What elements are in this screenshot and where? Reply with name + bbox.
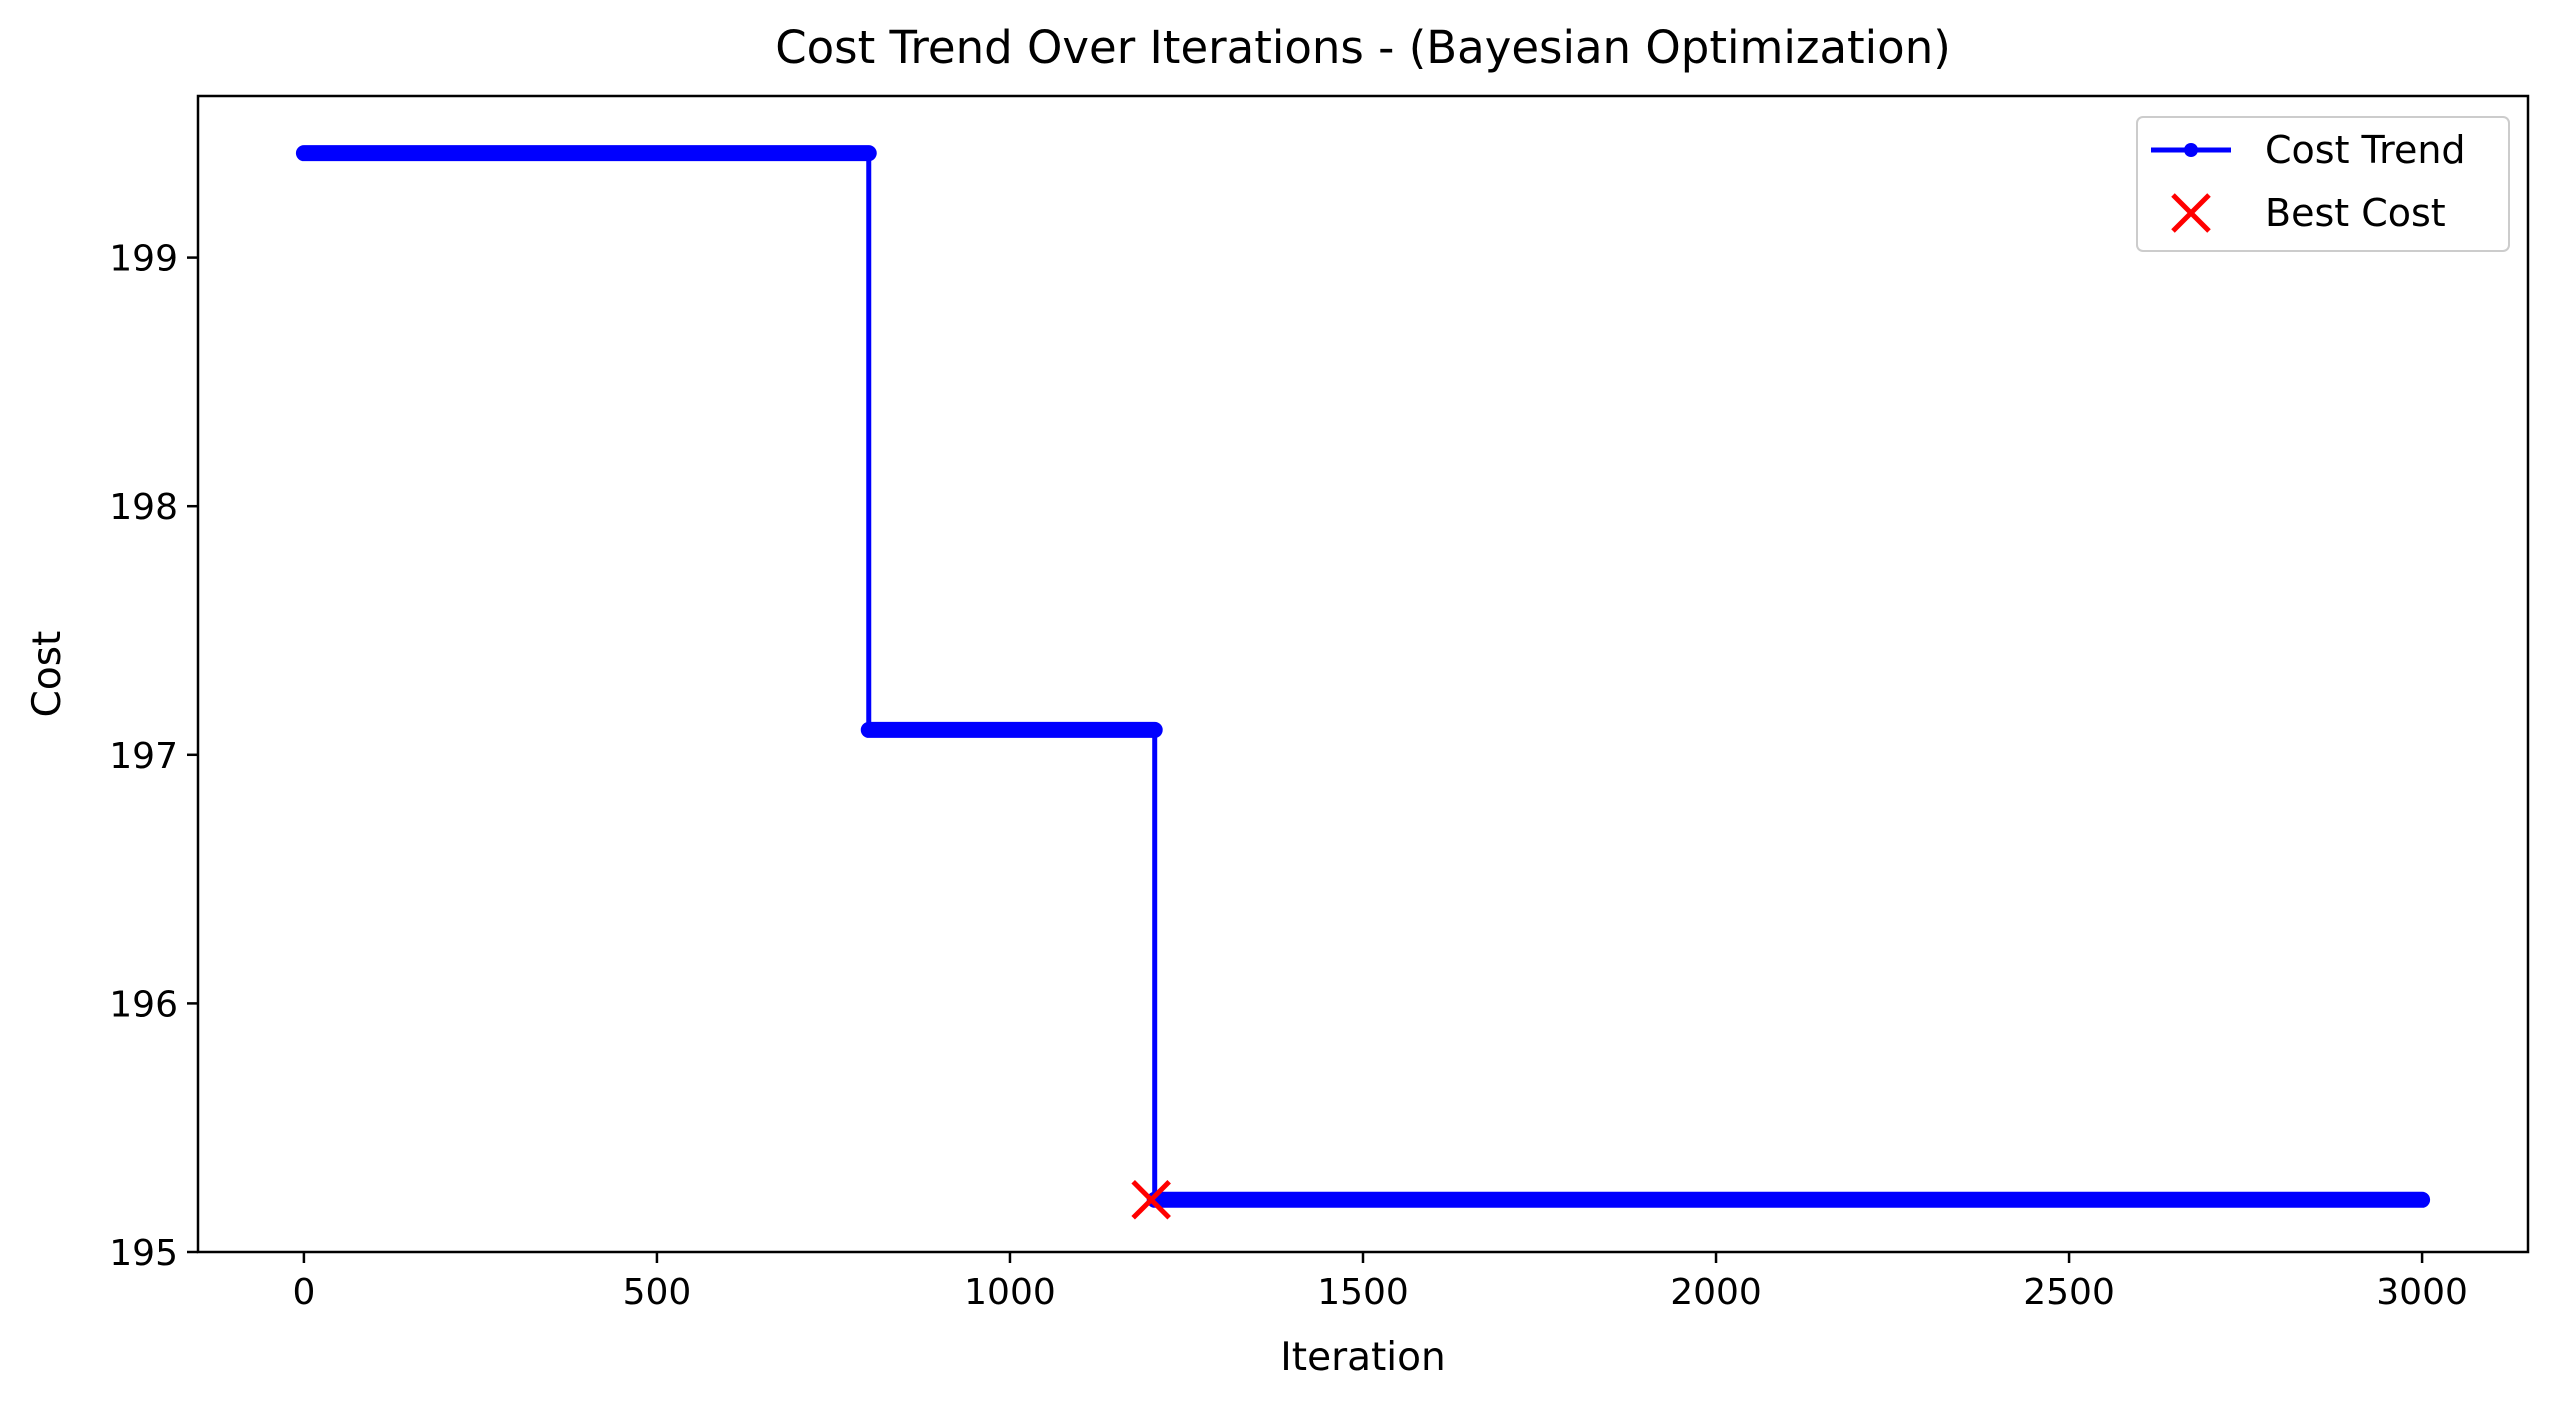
legend-x-swatch (2171, 193, 2211, 233)
y-tick-label: 198 (109, 487, 178, 528)
x-tick-label: 500 (623, 1272, 692, 1313)
legend-label: Best Cost (2265, 191, 2446, 235)
x-tick-label: 2000 (1670, 1272, 1762, 1313)
x-tick-label: 0 (292, 1272, 315, 1313)
x-tick-label: 3000 (2376, 1272, 2468, 1313)
best-cost-marker (1131, 1180, 1171, 1220)
legend: Cost Trend Best Cost (2136, 116, 2510, 252)
y-tick-label: 196 (109, 984, 178, 1025)
y-tick-label: 197 (109, 736, 178, 777)
legend-dot-swatch (2184, 143, 2198, 157)
best-cost-x-stroke (1131, 1180, 1171, 1220)
x-tick-label: 2500 (2023, 1272, 2115, 1313)
y-axis-label: Cost (25, 631, 70, 718)
x-tick-label: 1000 (964, 1272, 1056, 1313)
y-tick-label: 199 (109, 239, 178, 280)
plot-area: 0 500 1000 1500 2000 2500 3000 195 196 197 198 199 (109, 94, 2530, 1313)
legend-label: Cost Trend (2265, 128, 2466, 172)
chart-title: Cost Trend Over Iterations - (Bayesian O… (775, 21, 1951, 74)
x-tick-label: 1500 (1317, 1272, 1409, 1313)
y-tick-label: 195 (109, 1233, 178, 1274)
x-axis-label: Iteration (1280, 1335, 1445, 1380)
